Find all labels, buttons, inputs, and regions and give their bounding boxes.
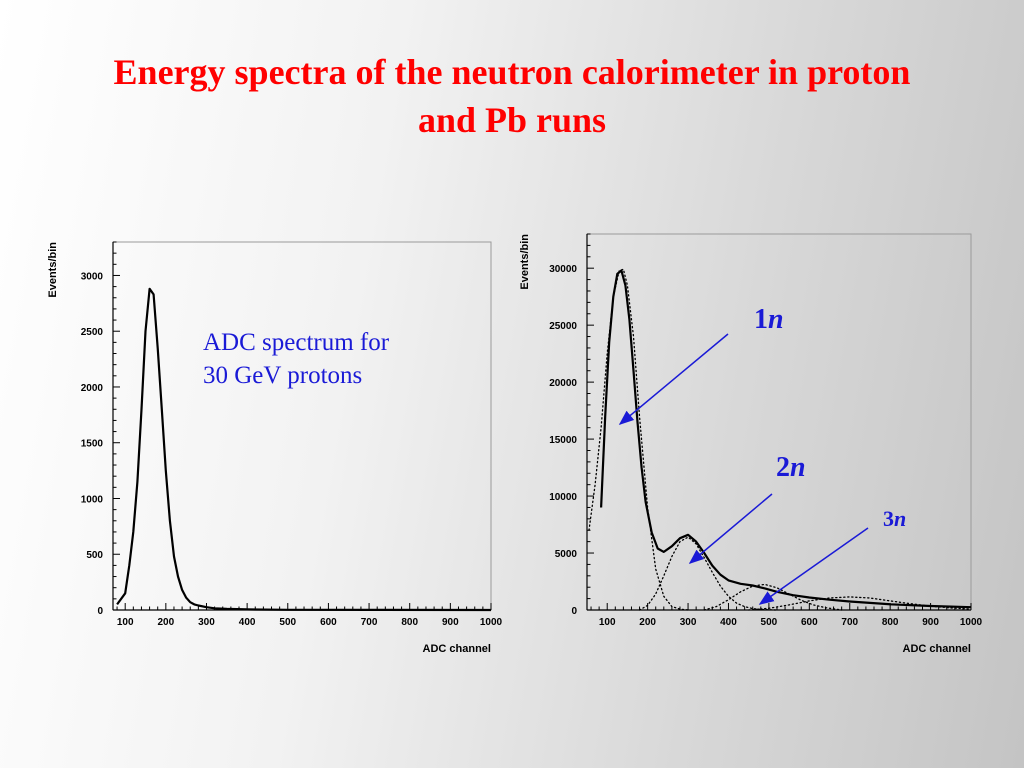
x-tick-label-0-3: 400	[239, 617, 256, 628]
x-tick-label-1-3: 400	[720, 617, 737, 628]
plot-frame-0	[112, 241, 492, 611]
x-tick-label-0-0: 100	[117, 617, 134, 628]
peak-label-2n-number: 2	[776, 452, 790, 483]
y-axis-title-1: Events/bin	[519, 234, 531, 290]
y-tick-label-0-6: 3000	[81, 271, 104, 282]
right-chart: 0 5000 10000 15000 20000 25000 30000 100 200 300 4…	[519, 233, 983, 655]
x-tick-label-0-6: 700	[361, 617, 378, 628]
y-tick-label-1-1: 5000	[555, 549, 578, 560]
x-tick-label-0-4: 500	[279, 617, 296, 628]
x-tick-label-1-2: 300	[680, 617, 697, 628]
x-tick-label-0-7: 800	[401, 617, 418, 628]
peak-label-3n: 3n	[883, 506, 906, 532]
fit-component-curve-1-3	[703, 583, 843, 611]
annotation-line-1: ADC spectrum for	[203, 329, 390, 356]
slide-title-line-1: Energy spectra of the neutron calorimete…	[113, 52, 911, 92]
x-tick-label-0-5: 600	[320, 617, 337, 628]
x-tick-label-1-8: 900	[922, 617, 939, 628]
peak-label-2n: 2n	[776, 452, 806, 484]
fit-component-curve-1-2	[638, 536, 778, 611]
x-axis-title-1: ADC channel	[903, 643, 971, 655]
x-tick-label-0-8: 900	[442, 617, 459, 628]
x-tick-label-0-9: 1000	[480, 617, 503, 628]
peak-label-1n-number: 1	[754, 304, 768, 335]
right-chart-panel: 0 5000 10000 15000 20000 25000 30000 100 200 300 4…	[512, 222, 992, 662]
peak-label-1n: 1n	[754, 304, 784, 336]
x-tick-label-1-1: 200	[639, 617, 656, 628]
slide-title-line-2: and Pb runs	[417, 100, 607, 140]
y-tick-label-0-0: 0	[97, 606, 103, 617]
x-tick-label-1-7: 800	[882, 617, 899, 628]
fit-component-curve-1-1	[588, 268, 689, 611]
plot-frame-1	[586, 233, 972, 611]
y-tick-label-1-4: 20000	[549, 378, 577, 389]
x-tick-label-1-5: 600	[801, 617, 818, 628]
slide-title: Energy spectra of the neutron calorimete…	[30, 48, 994, 144]
left-chart: 0 500 1000 1500 2000 2500 3000 100 200 300 400 500 6…	[47, 241, 503, 655]
x-tick-label-1-4: 500	[761, 617, 778, 628]
y-tick-label-0-5: 2500	[81, 327, 104, 338]
y-tick-label-1-5: 25000	[549, 321, 577, 332]
peak-label-2n-symbol: n	[790, 452, 806, 483]
x-axis-title-0: ADC channel	[423, 643, 491, 655]
fit-component-curve-1-4	[748, 596, 972, 611]
spectrum-curve-1-0	[600, 269, 972, 609]
y-axis-title-0: Events/bin	[47, 242, 59, 298]
x-tick-label-0-1: 200	[157, 617, 174, 628]
spectrum-curve-0-0	[116, 287, 492, 612]
adc-spectrum-annotation: ADC spectrum for 30 GeV protons	[203, 326, 473, 392]
peak-label-3n-number: 3	[883, 506, 894, 531]
y-tick-label-0-3: 1500	[81, 439, 104, 450]
y-tick-label-1-3: 15000	[549, 435, 577, 446]
y-tick-label-1-2: 10000	[549, 492, 577, 503]
x-tick-label-1-0: 100	[599, 617, 616, 628]
peak-label-3n-symbol: n	[894, 506, 907, 531]
x-tick-label-1-6: 700	[841, 617, 858, 628]
y-tick-label-0-2: 1000	[81, 494, 104, 505]
y-tick-label-1-6: 30000	[549, 264, 577, 275]
x-tick-label-0-2: 300	[198, 617, 215, 628]
x-tick-label-1-9: 1000	[960, 617, 983, 628]
peak-label-1n-symbol: n	[768, 304, 784, 335]
annotation-line-2: 30 GeV protons	[203, 362, 363, 389]
left-chart-panel: 0 500 1000 1500 2000 2500 3000 100 200 300 400 500 6…	[40, 232, 510, 662]
y-tick-label-0-1: 500	[86, 550, 103, 561]
y-tick-label-1-0: 0	[571, 606, 577, 617]
y-tick-label-0-4: 2000	[81, 383, 104, 394]
